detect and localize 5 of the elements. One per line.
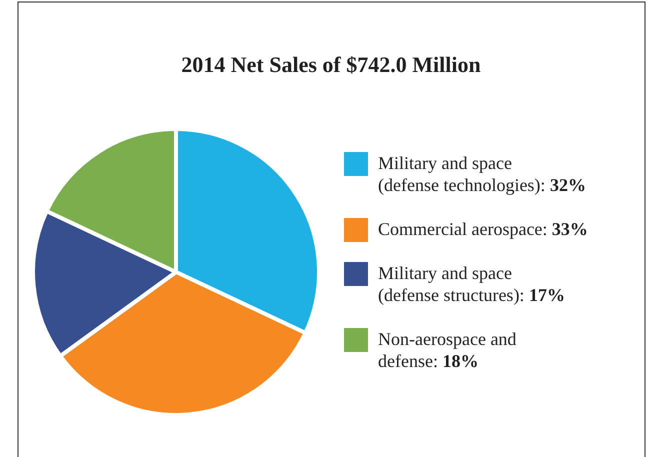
legend-label: Military and space (defense technologies): 32% [378,153,586,195]
legend-label: Military and space (defense structures): 17% [378,263,565,305]
chart-title: 2014 Net Sales of $742.0 Million [181,52,481,77]
legend-label: Commercial aerospace: 33% [378,219,588,239]
legend-label: Non-aerospace and defense: 18% [378,329,516,371]
